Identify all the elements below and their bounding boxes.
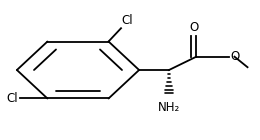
Text: NH₂: NH₂ xyxy=(158,101,180,114)
Text: Cl: Cl xyxy=(122,14,133,26)
Text: O: O xyxy=(189,21,198,34)
Text: O: O xyxy=(230,50,239,63)
Text: Cl: Cl xyxy=(6,92,17,105)
